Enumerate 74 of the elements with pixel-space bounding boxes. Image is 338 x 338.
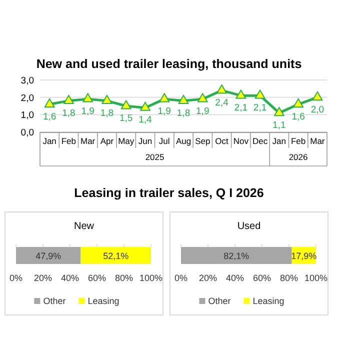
data-label: 2,1 xyxy=(234,102,248,114)
point xyxy=(197,93,208,102)
point xyxy=(312,91,323,101)
y-tick-label: 1,0 xyxy=(20,110,34,122)
x-tick-label: Dec xyxy=(252,136,268,146)
data-label: 1,9 xyxy=(81,106,94,118)
x-tick-label: 20% xyxy=(198,273,218,283)
x-tick-label: Oct xyxy=(215,136,230,146)
text: 2025 xyxy=(145,152,165,162)
chart-title: Used xyxy=(237,221,261,232)
y-tick-label: 2,0 xyxy=(20,92,34,104)
point xyxy=(293,98,304,108)
legend-label: Other xyxy=(43,296,66,306)
x-tick-label: Mar xyxy=(80,136,96,146)
point xyxy=(216,84,227,94)
x-tick-label: 80% xyxy=(114,273,134,283)
point xyxy=(140,102,150,111)
data-label: 1,8 xyxy=(62,108,76,119)
y-tick-label: 3,0 xyxy=(20,76,34,86)
data-label: 1,4 xyxy=(138,114,152,126)
data-label: 2,4 xyxy=(215,97,228,108)
x-tick-label: Jul xyxy=(158,136,170,146)
x-tick-label: 100% xyxy=(304,273,328,283)
data-label: 52,1% xyxy=(103,251,129,261)
point xyxy=(102,94,112,104)
data-label: 82,1% xyxy=(224,251,250,261)
data-label: 1,9 xyxy=(196,106,210,118)
x-tick-label: Nov xyxy=(233,136,250,146)
data-label: 1,6 xyxy=(292,111,305,122)
x-tick-label: May xyxy=(118,136,135,146)
x-tick-label: 0% xyxy=(9,273,23,283)
data-label: 2,1 xyxy=(253,102,267,114)
x-tick-label: 20% xyxy=(34,273,52,283)
data-label: 47,9% xyxy=(36,251,62,261)
legend-label: Other xyxy=(208,296,231,306)
x-tick-label: 60% xyxy=(252,273,272,283)
point xyxy=(82,93,94,102)
y-tick-label: 0,0 xyxy=(20,128,34,138)
x-tick-label: 0% xyxy=(174,273,188,283)
x-tick-label: Jan xyxy=(272,136,286,146)
x-tick-label: Aug xyxy=(176,136,192,146)
x-tick-label: Feb xyxy=(290,136,306,146)
legend-label: Leasing xyxy=(88,296,120,306)
data-label: 1,6 xyxy=(42,111,56,122)
x-tick-label: 100% xyxy=(139,273,163,283)
data-label: 1,9 xyxy=(158,106,171,118)
text: 2026 xyxy=(288,152,308,162)
chart-title: New and used trailer leasing, thousand units xyxy=(36,57,302,71)
legend-label: Leasing xyxy=(252,296,284,306)
x-tick-label: Feb xyxy=(61,136,76,146)
x-tick-label: 40% xyxy=(226,273,244,283)
x-tick-label: 40% xyxy=(60,273,80,283)
point xyxy=(274,107,284,116)
point xyxy=(120,100,132,110)
point xyxy=(159,93,170,102)
chart-title: New xyxy=(74,221,95,232)
data-label: 1,8 xyxy=(100,108,114,119)
data-label: 1,1 xyxy=(272,120,286,131)
x-tick-label: 80% xyxy=(280,273,298,283)
data-label: 1,8 xyxy=(176,108,190,119)
point xyxy=(44,98,55,108)
point xyxy=(178,94,189,104)
x-tick-label: Mar xyxy=(310,136,325,146)
x-tick-label: Sep xyxy=(195,136,210,146)
data-label: 1,5 xyxy=(119,113,133,124)
x-tick-label: Jun xyxy=(138,136,152,146)
point xyxy=(64,94,74,104)
data-label: 2,0 xyxy=(310,104,324,116)
x-tick-label: Jan xyxy=(42,136,57,146)
point xyxy=(254,90,266,99)
point xyxy=(236,90,246,99)
x-tick-label: 60% xyxy=(88,273,106,283)
x-tick-label: Apr xyxy=(100,136,114,146)
text: Leasing in trailer sales, Q I 2026 xyxy=(74,186,264,200)
